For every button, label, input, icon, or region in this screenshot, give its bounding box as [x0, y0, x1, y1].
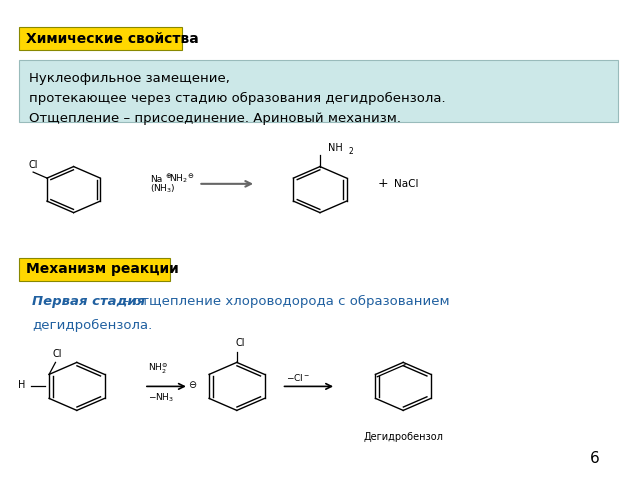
- FancyBboxPatch shape: [19, 60, 618, 122]
- Text: $-$Cl$^-$: $-$Cl$^-$: [286, 372, 310, 383]
- FancyBboxPatch shape: [19, 258, 170, 281]
- Text: Отщепление – присоединение. Ариновый механизм.: Отщепление – присоединение. Ариновый мех…: [29, 112, 401, 125]
- FancyBboxPatch shape: [19, 27, 182, 50]
- Text: протекающее через стадию образования дегидробензола.: протекающее через стадию образования дег…: [29, 92, 445, 105]
- Text: 6: 6: [590, 451, 600, 466]
- Text: Нуклеофильное замещение,: Нуклеофильное замещение,: [29, 72, 230, 85]
- Text: Первая стадия: Первая стадия: [32, 295, 145, 308]
- Text: NH$_2$: NH$_2$: [169, 173, 188, 185]
- Text: $\ominus$: $\ominus$: [188, 379, 197, 389]
- Text: H: H: [18, 381, 26, 390]
- Text: (NH$_3$): (NH$_3$): [150, 182, 176, 195]
- Text: Механизм реакции: Механизм реакции: [26, 262, 179, 276]
- Text: $-$NH$_3$: $-$NH$_3$: [148, 391, 175, 404]
- Text: Na: Na: [150, 175, 163, 183]
- Text: Cl: Cl: [52, 349, 62, 359]
- Text: NH$_2^{\ominus}$: NH$_2^{\ominus}$: [148, 361, 168, 376]
- Text: 2: 2: [349, 147, 353, 156]
- Text: дегидробензола.: дегидробензола.: [32, 319, 152, 332]
- Text: Химические свойства: Химические свойства: [26, 32, 198, 46]
- Text: - отщепление хлороводорода с образованием: - отщепление хлороводорода с образование…: [120, 295, 450, 308]
- Text: $\oplus$: $\oplus$: [165, 171, 172, 180]
- Text: Cl: Cl: [28, 160, 38, 170]
- Text: +: +: [378, 177, 388, 191]
- Text: NaCl: NaCl: [394, 179, 418, 189]
- Text: Cl: Cl: [236, 338, 244, 348]
- Text: NH: NH: [328, 143, 342, 153]
- Text: $\ominus$: $\ominus$: [187, 171, 194, 180]
- Text: Дегидробензол: Дегидробензол: [364, 432, 443, 442]
